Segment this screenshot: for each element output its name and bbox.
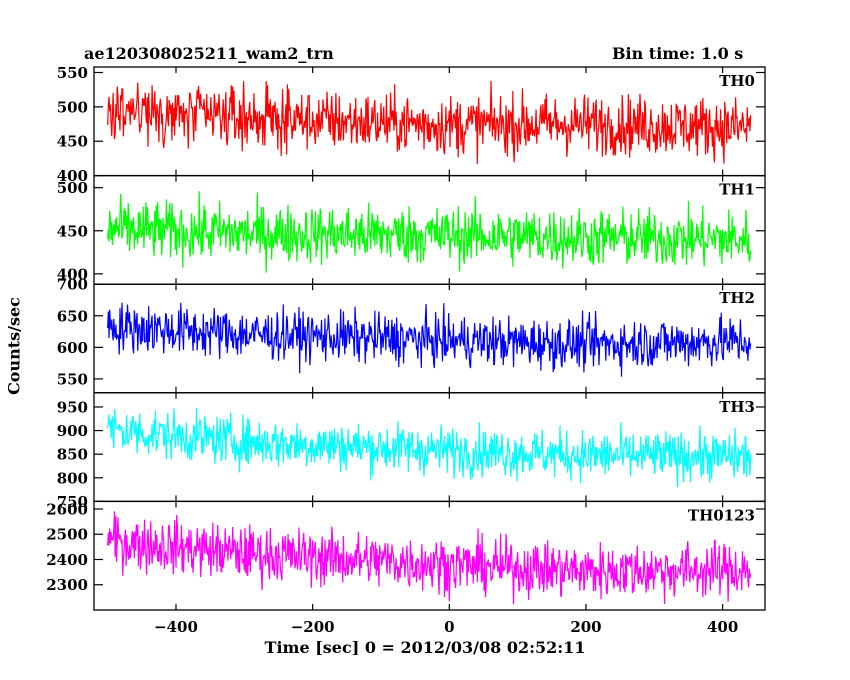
y-tick-label: 900 [57, 422, 88, 440]
y-tick-label: 500 [57, 98, 88, 116]
y-tick-label: 800 [57, 469, 88, 487]
y-tick-label: 850 [57, 446, 88, 464]
panel-label-th2: TH2 [719, 289, 755, 307]
bin-time-label: Bin time: 1.0 s [612, 44, 744, 63]
series-line-th2 [107, 302, 752, 377]
x-tick-label: 400 [707, 618, 738, 636]
y-tick-label: 400 [57, 265, 88, 283]
panel-frame-th0123 [93, 500, 766, 611]
x-tick-label: 0 [444, 618, 454, 636]
y-tick-label: 400 [57, 167, 88, 185]
x-tick-label: −400 [154, 618, 198, 636]
y-tick-label: 700 [57, 276, 88, 294]
panel-label-th0: TH0 [719, 72, 755, 90]
series-line-th0123 [107, 511, 752, 605]
series-line-th3 [107, 407, 752, 488]
x-axis-label: Time [sec] 0 = 2012/03/08 02:52:11 [264, 638, 586, 657]
y-tick-label: 750 [57, 493, 88, 511]
y-tick-label: 500 [57, 179, 88, 197]
y-tick-label: 650 [57, 307, 88, 325]
chart-title: ae120308025211_wam2_trn [84, 44, 334, 63]
y-tick-label: 550 [57, 64, 88, 82]
x-tick-label: 200 [570, 618, 601, 636]
panel-label-th0123: TH0123 [688, 506, 755, 524]
y-tick-label: 2400 [46, 551, 88, 569]
y-tick-label: 950 [57, 398, 88, 416]
y-tick-label: 600 [57, 339, 88, 357]
y-tick-label: 2500 [46, 526, 88, 544]
x-tick-label: −200 [291, 618, 335, 636]
y-tick-label: 2300 [46, 576, 88, 594]
y-tick-label: 550 [57, 370, 88, 388]
panel-label-th1: TH1 [719, 181, 755, 199]
y-tick-label: 450 [57, 133, 88, 151]
y-tick-label: 450 [57, 222, 88, 240]
series-line-th0 [107, 80, 752, 164]
panel-label-th3: TH3 [719, 398, 755, 416]
series-line-th1 [107, 191, 752, 273]
y-tick-label: 2600 [46, 500, 88, 518]
y-axis-label: Counts/sec [4, 297, 24, 395]
